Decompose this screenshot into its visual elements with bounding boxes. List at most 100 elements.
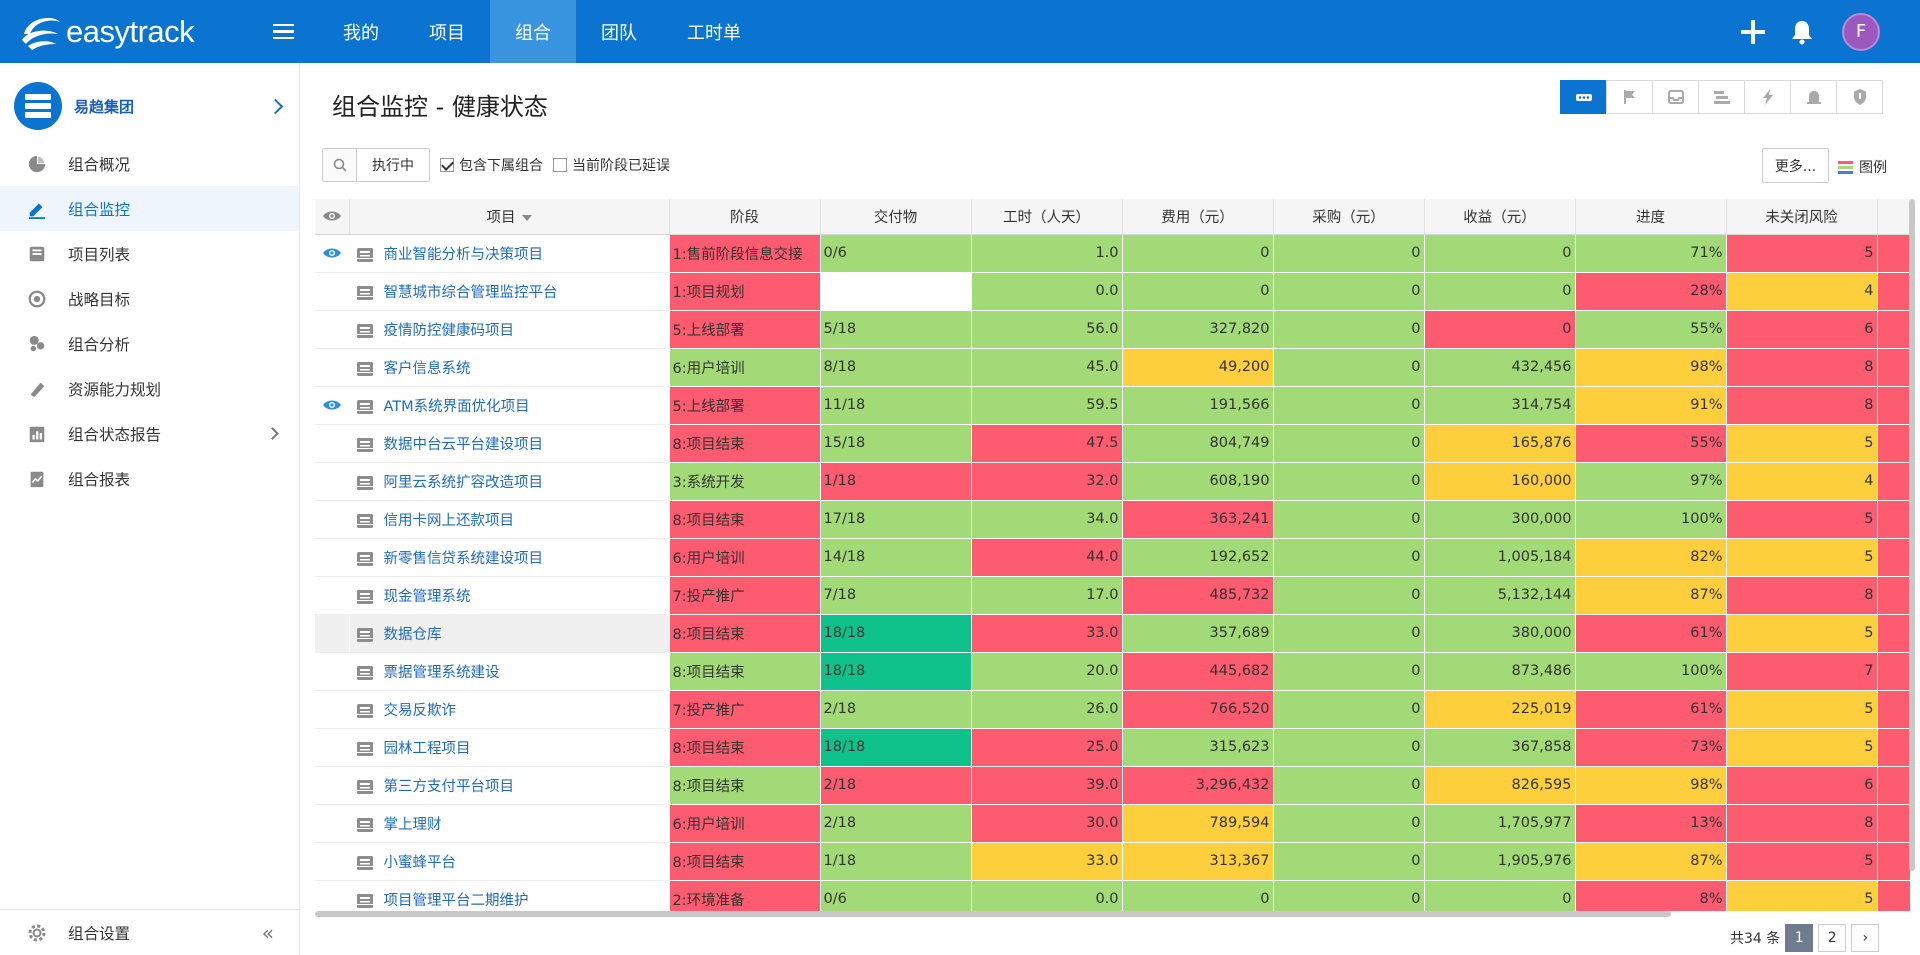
row-watch-cell[interactable] (315, 272, 350, 311)
column-header-8[interactable]: 未关闭风险 (1726, 199, 1878, 235)
table-row[interactable]: 新零售信贷系统建设项目 6:用户培训 14/18 44.0 192,652 0 1,005,… (315, 538, 1910, 577)
cell-deliv[interactable]: 8/18 (820, 348, 972, 387)
cell-purchase[interactable]: 0 (1273, 462, 1425, 501)
cell-cost[interactable]: 327,820 (1122, 310, 1274, 349)
cell-cost[interactable]: 766,520 (1122, 690, 1274, 729)
column-header-5[interactable]: 采购（元） (1273, 199, 1425, 235)
cell-hours[interactable]: 17.0 (971, 576, 1123, 615)
table-row[interactable]: ATM系统界面优化项目 5:上线部署 11/18 59.5 191,566 0 314,75… (315, 386, 1910, 425)
cell-purchase[interactable]: 0 (1273, 804, 1425, 843)
cell-risk[interactable]: 8 (1726, 804, 1878, 843)
sidebar-item-6[interactable]: 组合状态报告 (0, 411, 299, 456)
cell-progress[interactable]: 87% (1575, 576, 1727, 615)
column-header-3[interactable]: 工时（人天） (971, 199, 1123, 235)
project-name-cell[interactable]: 现金管理系统 (349, 576, 670, 615)
cell-deliv[interactable]: 2/18 (820, 766, 972, 805)
cell-progress[interactable]: 13% (1575, 804, 1727, 843)
row-watch-cell[interactable] (315, 652, 350, 691)
cell-stage[interactable]: 8:项目结束 (669, 728, 821, 767)
column-header-7[interactable]: 进度 (1575, 199, 1727, 235)
cell-hours[interactable]: 44.0 (971, 538, 1123, 577)
table-row[interactable]: 客户信息系统 6:用户培训 8/18 45.0 49,200 0 432,456 98% 8 (315, 348, 1910, 387)
view-health-button[interactable] (1560, 80, 1607, 114)
next-page-button[interactable]: › (1851, 924, 1880, 952)
cell-cost[interactable]: 0 (1122, 272, 1274, 311)
cell-progress[interactable]: 98% (1575, 348, 1727, 387)
cell-progress[interactable]: 87% (1575, 842, 1727, 881)
project-name-link[interactable]: 掌上理财 (383, 816, 442, 833)
cell-deliv[interactable]: 18/18 (820, 728, 972, 767)
cell-deliv[interactable]: 5/18 (820, 310, 972, 349)
include-sub-checkbox[interactable]: 包含下属组合 (440, 155, 543, 175)
cell-hours[interactable]: 25.0 (971, 728, 1123, 767)
project-name-cell[interactable]: 阿里云系统扩容改造项目 (349, 462, 670, 501)
sidebar-item-settings[interactable]: 组合设置 « (0, 909, 300, 955)
avatar[interactable]: F (1842, 12, 1880, 51)
table-row[interactable]: 小蜜蜂平台 8:项目结束 1/18 33.0 313,367 0 1,905,976 87% 5 (315, 842, 1910, 881)
project-name-link[interactable]: 小蜜蜂平台 (383, 854, 457, 871)
column-header-6[interactable]: 收益（元） (1424, 199, 1576, 235)
row-watch-cell[interactable] (315, 348, 350, 387)
cell-deliv[interactable]: 2/18 (820, 690, 972, 729)
cell-stage[interactable]: 8:项目结束 (669, 500, 821, 539)
cell-stage[interactable]: 7:投产推广 (669, 690, 821, 729)
logo[interactable]: easytrack (0, 0, 250, 63)
cell-purchase[interactable]: 0 (1273, 690, 1425, 729)
cell-stage[interactable]: 8:项目结束 (669, 652, 821, 691)
checkbox-checked-icon[interactable] (440, 158, 454, 172)
view-alert-button[interactable] (1790, 80, 1837, 114)
table-row[interactable]: 掌上理财 6:用户培训 2/18 30.0 789,594 0 1,705,977 13% 8 (315, 804, 1910, 843)
cell-stage[interactable]: 5:上线部署 (669, 386, 821, 425)
cell-risk[interactable]: 5 (1726, 538, 1878, 577)
cell-risk[interactable]: 4 (1726, 462, 1878, 501)
project-name-cell[interactable]: 票据管理系统建设 (349, 652, 670, 691)
cell-revenue[interactable]: 1,005,184 (1424, 538, 1576, 577)
project-name-cell[interactable]: 信用卡网上还款项目 (349, 500, 670, 539)
sidebar-item-5[interactable]: 资源能力规划 (0, 366, 299, 411)
project-name-cell[interactable]: 小蜜蜂平台 (349, 842, 670, 881)
cell-purchase[interactable]: 0 (1273, 348, 1425, 387)
row-watch-cell[interactable] (315, 804, 350, 843)
cell-cost[interactable]: 191,566 (1122, 386, 1274, 425)
cell-revenue[interactable]: 225,019 (1424, 690, 1576, 729)
cell-purchase[interactable]: 0 (1273, 310, 1425, 349)
chevron-right-icon[interactable] (267, 98, 284, 114)
cell-purchase[interactable]: 0 (1273, 652, 1425, 691)
column-header-1[interactable]: 阶段 (669, 199, 821, 235)
cell-hours[interactable]: 56.0 (971, 310, 1123, 349)
cell-cost[interactable]: 357,689 (1122, 614, 1274, 653)
horizontal-scrollbar[interactable] (315, 911, 1671, 917)
project-name-link[interactable]: 第三方支付平台项目 (383, 778, 515, 795)
row-watch-cell[interactable] (315, 538, 350, 577)
cell-stage[interactable]: 1:售前阶段信息交接 (669, 234, 821, 273)
nav-tab-3[interactable]: 团队 (601, 22, 637, 44)
row-watch-cell[interactable] (315, 462, 350, 501)
cell-cost[interactable]: 804,749 (1122, 424, 1274, 463)
cell-stage[interactable]: 5:上线部署 (669, 310, 821, 349)
view-milestone-button[interactable] (1606, 80, 1653, 114)
cell-purchase[interactable]: 0 (1273, 766, 1425, 805)
view-risk-button[interactable] (1836, 80, 1883, 114)
sidebar-item-7[interactable]: 组合报表 (0, 456, 299, 501)
sidebar-item-4[interactable]: 组合分析 (0, 321, 299, 366)
project-name-link[interactable]: 园林工程项目 (383, 740, 471, 757)
project-name-link[interactable]: ATM系统界面优化项目 (383, 398, 530, 415)
checkbox-empty-icon[interactable] (553, 158, 567, 172)
cell-revenue[interactable]: 314,754 (1424, 386, 1576, 425)
cell-hours[interactable]: 32.0 (971, 462, 1123, 501)
cell-progress[interactable]: 71% (1575, 234, 1727, 273)
table-row[interactable]: 票据管理系统建设 8:项目结束 18/18 20.0 445,682 0 873,486 10… (315, 652, 1910, 691)
project-name-cell[interactable]: 数据仓库 (349, 614, 670, 653)
cell-deliv[interactable]: 18/18 (820, 614, 972, 653)
cell-stage[interactable]: 8:项目结束 (669, 614, 821, 653)
cell-risk[interactable]: 5 (1726, 842, 1878, 881)
cell-progress[interactable]: 100% (1575, 652, 1727, 691)
cell-hours[interactable]: 33.0 (971, 614, 1123, 653)
cell-hours[interactable]: 34.0 (971, 500, 1123, 539)
cell-hours[interactable]: 26.0 (971, 690, 1123, 729)
project-name-cell[interactable]: 疫情防控健康码项目 (349, 310, 670, 349)
cell-stage[interactable]: 6:用户培训 (669, 348, 821, 387)
cell-risk[interactable]: 8 (1726, 348, 1878, 387)
cell-purchase[interactable]: 0 (1273, 614, 1425, 653)
cell-cost[interactable]: 0 (1122, 234, 1274, 273)
